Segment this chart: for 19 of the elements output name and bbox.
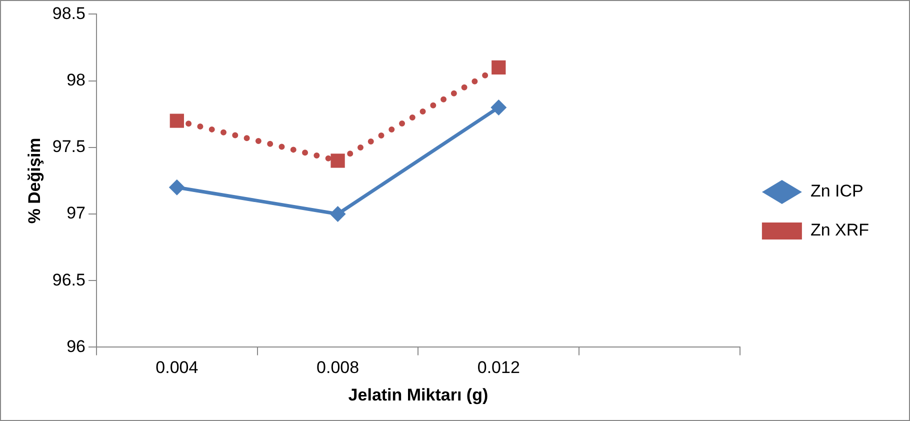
y-tick-label: 97.5	[52, 137, 86, 156]
x-tick-label: 0.004	[156, 358, 198, 378]
legend-label: Zn XRF	[810, 220, 869, 240]
y-tick-label: 96	[66, 336, 86, 356]
point	[170, 114, 184, 128]
y-tick-label: 97	[66, 204, 86, 223]
y-axis-title: % Değişim	[24, 138, 44, 224]
y-tick-label: 96.5	[52, 270, 86, 290]
x-tick-label: 0.008	[316, 358, 360, 378]
legend-label: Zn ICP	[810, 182, 864, 201]
x-tick-label: 0.012	[477, 358, 520, 378]
point	[490, 99, 507, 116]
point	[330, 206, 346, 222]
x-axis-title: Jelatin Miktarı (g)	[348, 385, 488, 404]
y-tick-label: 98	[66, 70, 86, 90]
point	[492, 60, 506, 75]
point	[168, 179, 185, 196]
point	[330, 154, 345, 168]
y-tick-label: 98.5	[52, 4, 86, 23]
